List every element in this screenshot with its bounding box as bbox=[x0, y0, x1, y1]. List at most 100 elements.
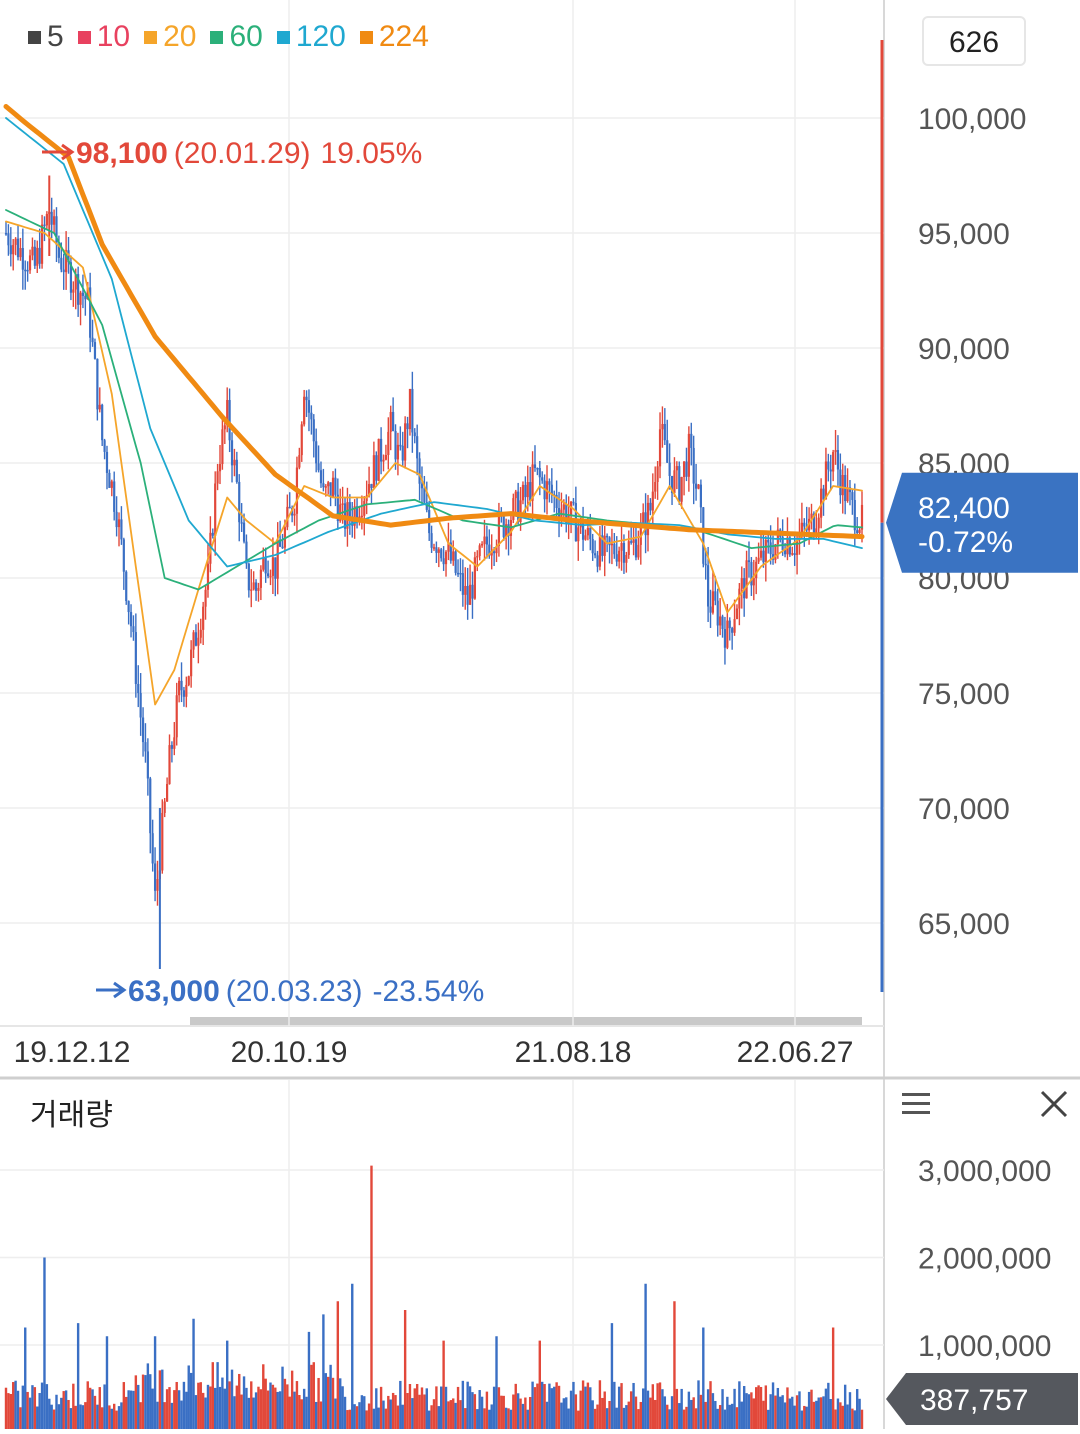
volume-bar bbox=[64, 1390, 68, 1433]
candle-body bbox=[79, 292, 82, 305]
volume-bar bbox=[334, 1398, 337, 1433]
candle-body bbox=[824, 461, 828, 500]
legend-item-ma5[interactable]: 5 bbox=[28, 20, 64, 54]
candle-body bbox=[380, 438, 383, 462]
volume-bar bbox=[658, 1382, 662, 1433]
volume-bar bbox=[57, 1404, 61, 1433]
candle-body bbox=[673, 470, 676, 494]
candle-body bbox=[437, 549, 440, 553]
volume-bar bbox=[423, 1394, 426, 1433]
candle-body bbox=[250, 589, 253, 591]
volume-bar bbox=[216, 1362, 219, 1433]
candle-body bbox=[62, 269, 65, 273]
candle-body bbox=[329, 482, 332, 497]
candle-body bbox=[418, 458, 421, 484]
period-count-box[interactable]: 626 bbox=[922, 16, 1026, 66]
candle-body bbox=[531, 464, 534, 501]
candle-body bbox=[832, 452, 835, 472]
volume-bar bbox=[437, 1406, 441, 1433]
volume-bar bbox=[692, 1397, 695, 1433]
candle-body bbox=[153, 863, 157, 891]
moving-average-line-224 bbox=[3, 104, 865, 540]
candle-body bbox=[519, 500, 522, 522]
candle-body bbox=[668, 462, 671, 476]
volume-bar bbox=[507, 1408, 510, 1433]
candle-body bbox=[536, 467, 539, 470]
volume-bar bbox=[461, 1380, 465, 1433]
candle-body bbox=[117, 519, 121, 528]
legend-item-ma60[interactable]: 60 bbox=[210, 20, 263, 54]
candle-body bbox=[699, 484, 702, 508]
volume-bar bbox=[211, 1362, 214, 1433]
scrollbar-thumb[interactable] bbox=[190, 1017, 862, 1025]
volume-bar bbox=[370, 1165, 373, 1433]
candle-body bbox=[610, 543, 614, 546]
high-arrow-icon bbox=[42, 143, 75, 161]
volume-bar bbox=[824, 1388, 828, 1433]
y-tick-label: 70,000 bbox=[918, 793, 1010, 826]
volume-bar bbox=[509, 1409, 513, 1433]
volume-bar bbox=[271, 1384, 275, 1433]
candle-body bbox=[190, 649, 193, 677]
volume-bar bbox=[228, 1381, 231, 1433]
candle-body bbox=[36, 247, 39, 266]
volume-bar bbox=[735, 1407, 739, 1433]
volume-bar bbox=[545, 1401, 549, 1433]
volume-bar bbox=[391, 1392, 395, 1433]
candle-body bbox=[204, 589, 207, 607]
volume-bar bbox=[490, 1404, 493, 1433]
volume-bar bbox=[836, 1398, 840, 1433]
volume-bar bbox=[264, 1378, 267, 1433]
legend-item-ma20[interactable]: 20 bbox=[144, 20, 196, 54]
volume-bar bbox=[117, 1406, 121, 1433]
candle-body bbox=[589, 527, 592, 540]
candle-body bbox=[430, 533, 433, 548]
volume-bar bbox=[697, 1380, 700, 1433]
volume-bar bbox=[317, 1377, 320, 1433]
candle-body bbox=[247, 563, 250, 591]
candle-body bbox=[28, 255, 32, 271]
legend-item-ma224[interactable]: 224 bbox=[359, 20, 429, 54]
legend-swatch bbox=[28, 30, 41, 44]
candle-body bbox=[252, 582, 255, 590]
candle-body bbox=[170, 745, 174, 749]
volume-bar bbox=[579, 1390, 582, 1433]
candle-body bbox=[697, 484, 700, 489]
volume-bar bbox=[396, 1405, 400, 1433]
candle-body bbox=[733, 619, 736, 633]
volume-bar bbox=[711, 1393, 715, 1433]
legend-item-ma120[interactable]: 120 bbox=[276, 20, 346, 54]
volume-bar bbox=[387, 1395, 390, 1433]
close-icon[interactable] bbox=[1036, 1086, 1072, 1122]
candle-body bbox=[538, 468, 541, 478]
candle-body bbox=[146, 751, 149, 779]
candle-body bbox=[141, 717, 145, 743]
volume-bar bbox=[627, 1401, 630, 1433]
volume-bar bbox=[401, 1404, 404, 1433]
volume-bar bbox=[646, 1390, 650, 1433]
volume-bar bbox=[651, 1384, 655, 1433]
volume-bar bbox=[822, 1396, 825, 1433]
volume-bar bbox=[810, 1389, 813, 1433]
candle-body bbox=[682, 461, 686, 478]
volume-bar bbox=[14, 1380, 17, 1433]
menu-icon[interactable] bbox=[898, 1086, 934, 1122]
volume-bar bbox=[367, 1403, 371, 1433]
candle-body bbox=[685, 461, 688, 477]
candle-body bbox=[175, 695, 178, 738]
legend-item-ma10[interactable]: 10 bbox=[77, 20, 130, 54]
volume-bar bbox=[346, 1410, 349, 1433]
candle-body bbox=[512, 498, 515, 521]
candle-body bbox=[562, 504, 565, 510]
volume-bar bbox=[418, 1394, 421, 1433]
candlestick-series bbox=[4, 197, 864, 906]
candle-body bbox=[759, 550, 763, 558]
volume-bar bbox=[327, 1376, 330, 1433]
candle-body bbox=[687, 433, 690, 477]
volume-bar bbox=[500, 1395, 503, 1433]
volume-bar bbox=[300, 1399, 303, 1433]
volume-bar bbox=[721, 1389, 724, 1433]
volume-bar bbox=[298, 1394, 301, 1433]
